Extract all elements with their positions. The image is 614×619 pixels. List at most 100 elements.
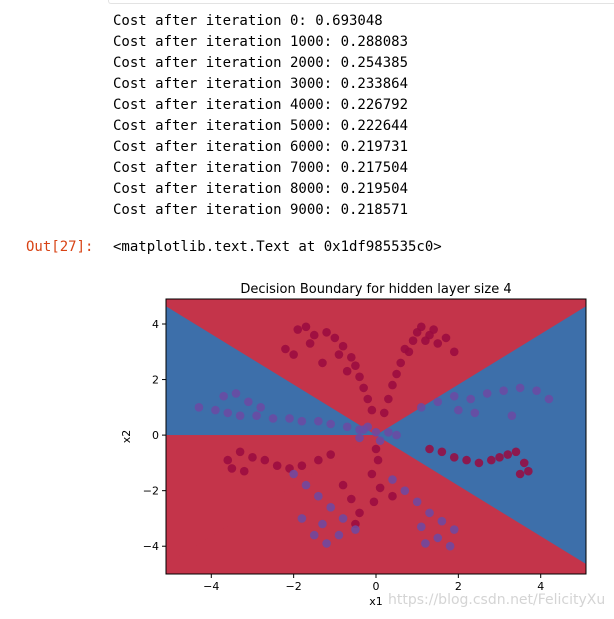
data-point-purple [322,539,331,548]
data-point-red [416,322,426,332]
data-point-red [355,508,364,518]
data-point-purple [342,422,352,432]
data-point-purple [437,516,447,526]
data-point-purple [219,391,228,401]
data-point-purple [194,403,204,412]
data-point-purple [326,419,336,429]
data-point-red [260,455,270,465]
output-line: Cost after iteration 2000: 0.254385 [113,55,409,71]
chart-title: Decision Boundary for hidden layer size … [240,282,511,297]
data-point-red [388,380,397,390]
data-point-red [272,461,282,470]
data-point-red [338,480,348,490]
y-tick-label: −4 [143,540,159,553]
data-point-purple [445,541,455,551]
data-point-red [326,450,336,459]
data-point-red [248,453,257,462]
data-point-red [322,328,331,337]
decision-boundary-figure: −4 −2 0 2 4 −4 −2 0 2 4 Decision Boundary for hidd… [110,276,600,618]
data-point-purple [421,539,430,548]
data-point-purple [515,383,525,393]
data-point-purple [466,394,476,404]
data-point-purple [400,486,410,495]
data-point-purple [297,416,307,426]
data-point-red [367,405,377,415]
data-point-red [369,497,379,507]
data-point-red [495,453,504,462]
data-point-red [338,341,348,351]
data-point-red [433,339,443,348]
watermark: https://blog.csdn.net/FelicityXu [388,592,606,608]
data-point-red [342,366,352,376]
output-line: Cost after iteration 4000: 0.226792 [113,97,409,113]
data-point-purple [416,403,426,412]
data-point-red [384,394,393,404]
data-point-purple [211,405,220,415]
output-line: Cost after iteration 1000: 0.288083 [113,34,409,50]
data-point-red [318,358,327,368]
data-point-red [524,466,533,476]
data-point-red [351,361,360,370]
data-point-purple [252,411,261,420]
data-point-purple [425,508,434,518]
data-point-red [346,494,356,504]
data-point-red [367,469,377,479]
data-point-red [462,455,471,465]
y-tick-label: 2 [152,374,159,387]
data-point-purple [355,433,364,443]
data-point-red [396,358,406,368]
data-point-purple [499,386,508,395]
data-point-red [293,325,303,334]
data-point-purple [507,411,517,420]
output-line: Cost after iteration 5000: 0.222644 [113,118,409,134]
data-point-red [371,444,381,454]
data-point-purple [412,497,422,507]
data-point-purple [301,480,311,490]
data-point-purple [235,411,245,420]
data-point-purple [375,436,385,445]
data-point-red [305,339,315,348]
out-result-text: <matplotlib.text.Text at 0x1df985535c0> [113,239,442,255]
data-point-purple [256,403,266,412]
data-point-purple [351,525,360,534]
data-point-red [235,447,245,457]
data-point-red [511,447,521,457]
data-point-red [486,455,496,465]
data-point-purple [544,394,554,404]
cell-top-border [108,0,614,4]
data-point-purple [416,522,426,532]
x-tick-label: −4 [203,580,219,593]
data-point-red [355,372,364,382]
data-point-red [515,469,525,479]
output-line: Cost after iteration 0: 0.693048 [113,13,383,29]
data-point-red [373,455,383,465]
data-point-purple [231,389,241,398]
data-point-purple [297,514,307,523]
data-point-red [474,458,484,468]
data-point-purple [470,408,480,418]
data-point-purple [314,416,323,426]
data-point-red [375,483,385,493]
data-point-red [334,350,344,359]
output-line: Cost after iteration 8000: 0.219504 [113,181,409,197]
data-point-purple [454,405,463,415]
output-line: Cost after iteration 7000: 0.217504 [113,160,409,176]
data-point-red [379,408,389,418]
data-point-purple [371,428,381,437]
data-point-purple [449,525,459,534]
data-point-red [519,458,529,468]
data-point-purple [223,408,233,418]
data-point-purple [318,519,327,529]
y-tick-label: 4 [152,318,159,331]
data-point-red [239,466,249,476]
data-point-purple [338,514,348,523]
output-line: Cost after iteration 6000: 0.219731 [113,139,409,155]
data-point-red [346,353,356,362]
data-point-red [421,336,430,345]
data-point-red [388,491,397,501]
data-point-red [301,322,311,332]
data-point-red [227,464,237,473]
data-point-red [359,383,368,393]
x-tick-label: −2 [286,580,302,593]
y-axis-label: x2 [120,430,133,444]
